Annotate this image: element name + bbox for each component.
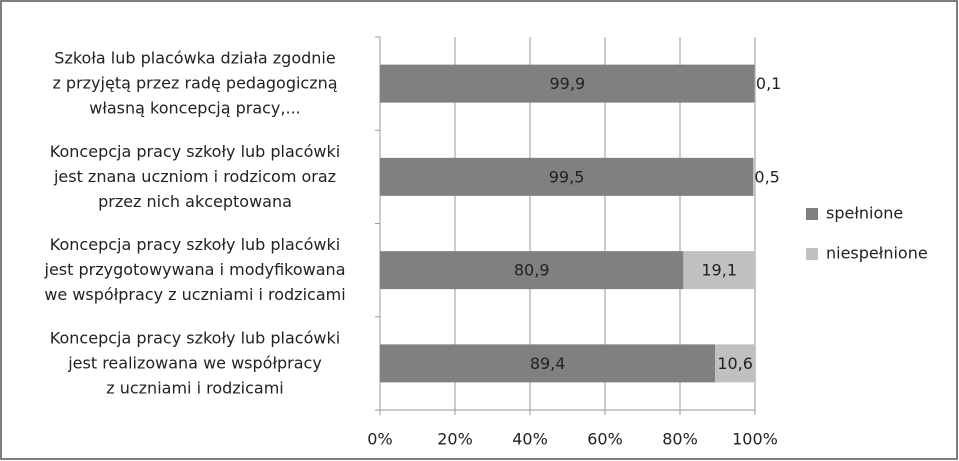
category-line: Koncepcja pracy szkoły lub placówki	[50, 141, 340, 160]
category-line: z przyjętą przez radę pedagogiczną	[52, 73, 337, 92]
x-tick-label: 100%	[732, 430, 778, 449]
category-line: we współpracy z uczniami i rodzicami	[44, 285, 345, 304]
category-line: Szkoła lub placówka działa zgodnie	[54, 48, 335, 67]
x-tick-label: 60%	[587, 430, 623, 449]
category-label: Szkoła lub placówka działa zgodnie z przy…	[52, 48, 337, 117]
bar-segment	[715, 344, 755, 383]
value-label: 10,6	[717, 354, 753, 373]
category-line: przez nich akceptowana	[98, 191, 292, 210]
legend-swatch	[806, 208, 818, 220]
bar-segment	[380, 157, 754, 196]
value-label: 0,1	[756, 74, 781, 93]
category-line: z uczniami i rodzicami	[106, 378, 284, 397]
value-label: 19,1	[701, 261, 737, 280]
category-label: Koncepcja pracy szkoły lub placówki jest …	[50, 141, 340, 210]
category-line: jest realizowana we współpracy	[67, 353, 322, 372]
category-line: Koncepcja pracy szkoły lub placówki	[50, 235, 340, 254]
x-tick-label: 20%	[437, 430, 473, 449]
bar-segment	[380, 64, 755, 103]
x-tick-label: 0%	[367, 430, 392, 449]
category-line: jest przygotowywana i modyfikowana	[44, 260, 346, 279]
legend-swatch	[806, 248, 818, 260]
category-label: Koncepcja pracy szkoły lub placówki jest …	[50, 328, 340, 397]
legend-label: spełnione	[826, 204, 903, 223]
value-label: 0,5	[754, 167, 779, 186]
bar-segment	[753, 157, 755, 196]
category-line: jest znana uczniom i rodzicom oraz	[53, 166, 336, 185]
legend-label: niespełnione	[826, 244, 928, 263]
value-label: 99,9	[550, 74, 586, 93]
value-label: 89,4	[530, 354, 566, 373]
x-tick-label: 80%	[662, 430, 698, 449]
category-label: Koncepcja pracy szkoły lub placówki jest …	[44, 235, 346, 304]
category-line: Koncepcja pracy szkoły lub placówki	[50, 328, 340, 347]
x-tick-label: 40%	[512, 430, 548, 449]
value-label: 80,9	[514, 261, 550, 280]
category-line: własną koncepcją pracy,...	[89, 98, 301, 117]
bar-segment	[380, 344, 716, 383]
bar-segment	[683, 251, 755, 290]
value-label: 99,5	[549, 167, 585, 186]
bar-segment	[380, 251, 684, 290]
